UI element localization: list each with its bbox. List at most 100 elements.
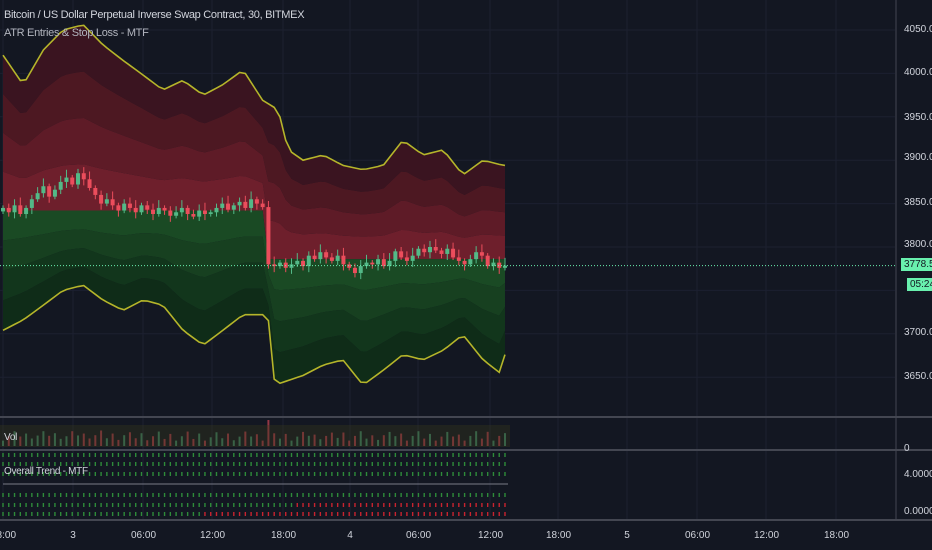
stop-loss-zone-red — [3, 117, 505, 238]
trend-dot — [13, 493, 16, 497]
volume-bar — [163, 438, 166, 446]
trend-dot — [146, 472, 148, 476]
trend-dot — [492, 512, 495, 516]
volume-bar — [492, 440, 495, 446]
trend-dot — [192, 493, 195, 497]
trend-dot — [215, 453, 218, 457]
candle-body — [64, 177, 69, 182]
candle-body — [226, 203, 231, 210]
trend-dot — [71, 472, 73, 476]
trend-dot — [158, 493, 160, 497]
trend-dot — [36, 453, 39, 457]
trend-dot — [377, 472, 379, 476]
candle-body — [306, 255, 311, 267]
trend-dot — [31, 472, 33, 476]
trend-dot — [175, 453, 177, 457]
trend-dot — [383, 503, 385, 507]
trend-dot — [111, 472, 114, 476]
volume-bar — [290, 440, 293, 446]
trend-dot — [100, 503, 102, 507]
trend-dot — [463, 453, 466, 457]
trend-dot — [238, 462, 241, 466]
trend-dot — [256, 472, 258, 476]
trend-dot — [285, 472, 287, 476]
trend-dot — [498, 472, 500, 476]
trend-dot — [279, 512, 281, 516]
trend-dot — [452, 493, 454, 497]
trend-dot — [238, 503, 241, 507]
trend-dot — [440, 472, 443, 476]
candle-body — [399, 251, 404, 258]
trend-dot — [181, 503, 183, 507]
trend-dot — [25, 512, 27, 516]
trend-dot — [100, 472, 102, 476]
trend-dot — [342, 453, 345, 457]
trend-dot — [267, 462, 270, 466]
trend-dot — [48, 462, 50, 466]
trend-dot — [429, 453, 431, 457]
trend-dot — [308, 503, 310, 507]
trend-dot — [54, 512, 56, 516]
trend-dot — [123, 472, 125, 476]
trend-dot — [88, 453, 91, 457]
trend-dot — [417, 512, 420, 516]
time-tick: 06:00 — [131, 530, 157, 541]
trend-dot — [486, 512, 489, 516]
volume-bar — [284, 433, 287, 446]
trend-axis-tick: 4.0000 — [904, 469, 932, 480]
trend-dot — [54, 462, 56, 466]
trend-dot — [186, 493, 189, 497]
volume-bar — [428, 433, 431, 446]
trend-dot — [273, 493, 275, 497]
trend-dot — [400, 493, 402, 497]
trend-dot — [406, 512, 408, 516]
trend-dot — [88, 493, 91, 497]
trend-dot — [152, 493, 154, 497]
trend-dot — [423, 512, 425, 516]
trend-dot — [94, 512, 97, 516]
candle-body — [352, 267, 357, 274]
trend-dot — [302, 512, 304, 516]
trend-dot — [452, 503, 454, 507]
trend-dot — [498, 453, 500, 457]
trend-dot — [31, 493, 33, 497]
candle-body — [208, 212, 213, 215]
candle-body — [479, 252, 484, 256]
trend-dot — [215, 512, 218, 516]
trend-dot — [463, 512, 466, 516]
price-tick: 3800.0 — [904, 239, 932, 250]
indicator-title[interactable]: ATR Entries & Stop Loss - MTF — [4, 27, 149, 39]
candle-body — [468, 259, 473, 265]
trend-dot — [498, 462, 500, 466]
trend-dot — [42, 493, 45, 497]
volume-bar — [169, 433, 172, 446]
volume-bar — [382, 435, 385, 446]
trend-dot — [227, 453, 229, 457]
candle-body — [12, 205, 17, 213]
trend-dot — [417, 503, 420, 507]
trend-dot — [285, 503, 287, 507]
trend-dot — [331, 512, 333, 516]
trend-dot — [475, 512, 477, 516]
trend-axis-tick: 0.0000 — [904, 506, 932, 517]
candle-body — [260, 203, 265, 208]
trend-dot — [83, 472, 85, 476]
volume-bar — [7, 436, 10, 446]
trend-dot — [88, 512, 91, 516]
candle-body — [243, 201, 248, 208]
trend-dot — [290, 462, 293, 466]
trend-dot — [19, 503, 22, 507]
volume-bar — [405, 440, 408, 446]
trend-dot — [261, 472, 264, 476]
trend-dot — [158, 512, 160, 516]
trend-dot — [140, 472, 143, 476]
trend-dot — [383, 493, 385, 497]
trend-dot — [256, 512, 258, 516]
trend-dot — [492, 453, 495, 457]
time-tick: 5 — [624, 530, 630, 541]
trend-dot — [181, 493, 183, 497]
volume-bar — [2, 440, 4, 446]
trend-dot — [360, 472, 362, 476]
trend-dot — [348, 453, 350, 457]
